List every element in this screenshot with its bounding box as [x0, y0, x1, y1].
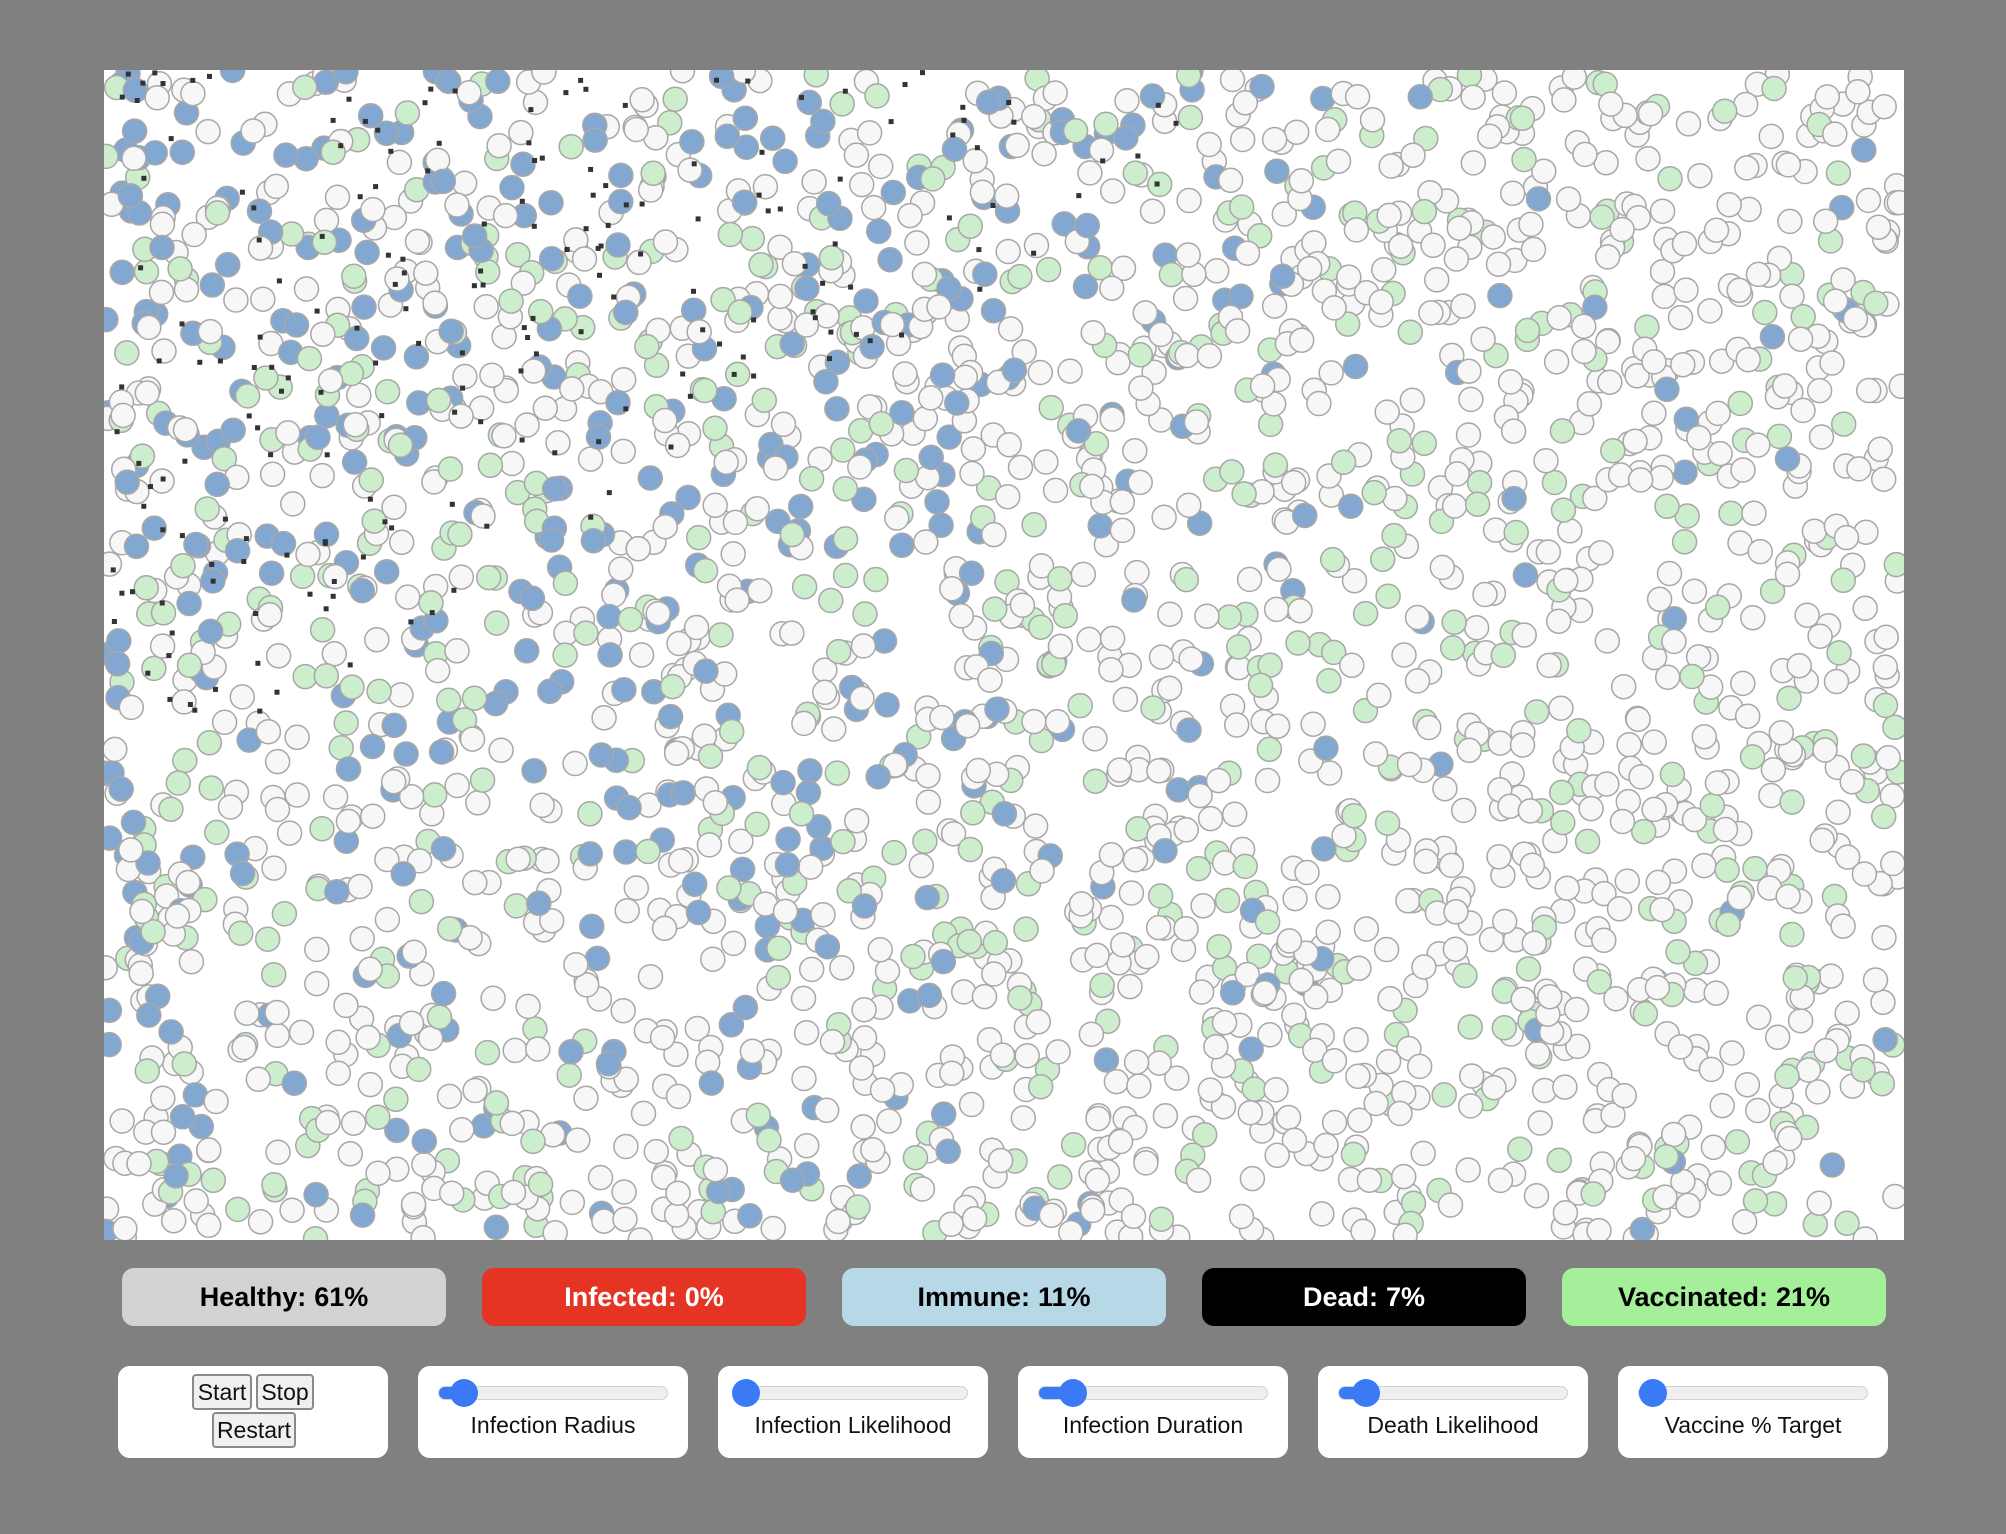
simulation-canvas	[104, 70, 1904, 1240]
controls-bar: Start Stop Restart Infection Radius Infe…	[118, 1366, 1890, 1458]
infection-likelihood-label: Infection Likelihood	[754, 1412, 952, 1438]
infected-stat-value: 0%	[684, 1281, 724, 1312]
dead-stat-value: 7%	[1385, 1281, 1426, 1312]
infection-duration-slider[interactable]	[1038, 1379, 1268, 1407]
stats-bar: Healthy: 61% Infected: 0% Immune: 11% De…	[122, 1268, 1886, 1326]
vaccinated-stat-value: 21%	[1776, 1281, 1831, 1312]
infection-radius-label: Infection Radius	[470, 1412, 636, 1438]
infection-duration-label: Infection Duration	[1062, 1412, 1244, 1438]
vaccinated-stat-label: Vaccinated:	[1617, 1281, 1769, 1312]
vaccinated-stat-badge: Vaccinated: 21%	[1562, 1268, 1886, 1326]
start-button[interactable]: Start	[192, 1374, 252, 1410]
slider-thumb[interactable]	[450, 1379, 479, 1407]
immune-stat-value: 11%	[1037, 1281, 1091, 1312]
immune-stat-badge: Immune: 11%	[842, 1268, 1166, 1326]
dead-stat-badge: Dead: 7%	[1202, 1268, 1526, 1326]
death-likelihood-slider[interactable]	[1338, 1379, 1568, 1407]
healthy-stat-value: 61%	[314, 1281, 369, 1312]
vaccine-target-card: Vaccine % Target	[1618, 1366, 1888, 1458]
infected-stat-badge: Infected: 0%	[482, 1268, 806, 1326]
slider-thumb[interactable]	[1059, 1379, 1088, 1407]
vaccine-target-slider[interactable]	[1638, 1379, 1868, 1407]
stop-button[interactable]: Stop	[256, 1374, 314, 1410]
vaccine-target-label: Vaccine % Target	[1664, 1412, 1842, 1438]
immune-stat-label: Immune:	[917, 1281, 1030, 1312]
playback-controls-card: Start Stop Restart	[118, 1366, 388, 1458]
infection-duration-card: Infection Duration	[1018, 1366, 1288, 1458]
slider-thumb[interactable]	[731, 1379, 760, 1407]
infection-radius-card: Infection Radius	[418, 1366, 688, 1458]
infection-likelihood-slider[interactable]	[731, 1379, 968, 1407]
healthy-stat-label: Healthy:	[199, 1281, 307, 1312]
population-field	[104, 70, 1904, 1240]
slider-thumb[interactable]	[1638, 1379, 1667, 1407]
infection-radius-slider[interactable]	[438, 1379, 668, 1407]
infection-likelihood-card: Infection Likelihood	[718, 1366, 988, 1458]
slider-thumb[interactable]	[1352, 1379, 1381, 1407]
death-likelihood-card: Death Likelihood	[1318, 1366, 1588, 1458]
healthy-stat-badge: Healthy: 61%	[122, 1268, 446, 1326]
infected-stat-label: Infected:	[564, 1281, 677, 1312]
restart-button[interactable]: Restart	[212, 1412, 296, 1448]
dead-stat-label: Dead:	[1302, 1281, 1378, 1312]
death-likelihood-label: Death Likelihood	[1367, 1412, 1539, 1438]
